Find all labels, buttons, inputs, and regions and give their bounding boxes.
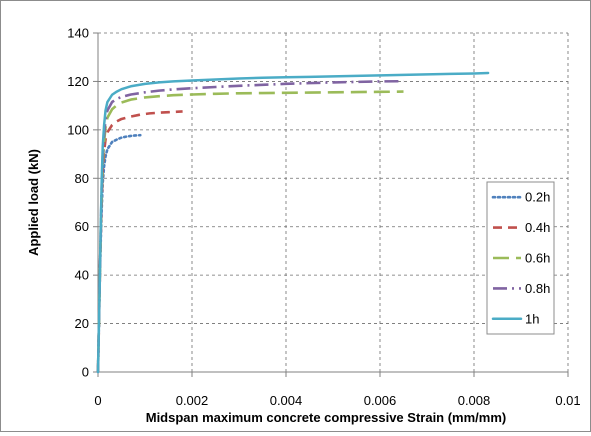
y-tick-label-1: 20 — [75, 316, 89, 331]
x-tick-label-2: 0.004 — [270, 393, 303, 408]
legend-label-1h: 1h — [525, 311, 539, 326]
series-line-0.2h — [96, 133, 142, 374]
x-tick-label-1: 0.002 — [176, 393, 209, 408]
series-line-1h — [96, 71, 490, 374]
y-tick-label-4: 80 — [75, 171, 89, 186]
y-axis-title: Applied load (kN) — [26, 149, 41, 256]
legend-label-0.2h: 0.2h — [525, 190, 550, 205]
series-line-0.4h — [96, 110, 183, 373]
data-series — [96, 71, 490, 374]
x-tick-label-5: 0.01 — [555, 393, 580, 408]
y-tick-label-7: 140 — [67, 26, 89, 41]
y-tick-label-5: 100 — [67, 122, 89, 137]
legend-label-0.6h: 0.6h — [525, 251, 550, 266]
x-tick-label-0: 0 — [94, 393, 101, 408]
y-tick-label-0: 0 — [82, 365, 89, 380]
x-tick-label-3: 0.006 — [364, 393, 397, 408]
legend: 0.2h 0.4h 0.6h 0.8h 1h — [486, 181, 555, 335]
x-axis-title: Midspan maximum concrete compressive Str… — [146, 410, 507, 425]
x-tick-label-4: 0.008 — [458, 393, 491, 408]
tick-labels: 0 20 40 60 80 100 120 140 0 0.002 0.004 0.006 0.008 0… — [67, 26, 580, 409]
legend-label-0.8h: 0.8h — [525, 281, 550, 296]
y-tick-label-2: 40 — [75, 268, 89, 283]
y-tick-label-6: 120 — [67, 74, 89, 89]
legend-label-0.4h: 0.4h — [525, 220, 550, 235]
y-tick-label-3: 60 — [75, 219, 89, 234]
series-line-0.6h — [96, 90, 404, 373]
